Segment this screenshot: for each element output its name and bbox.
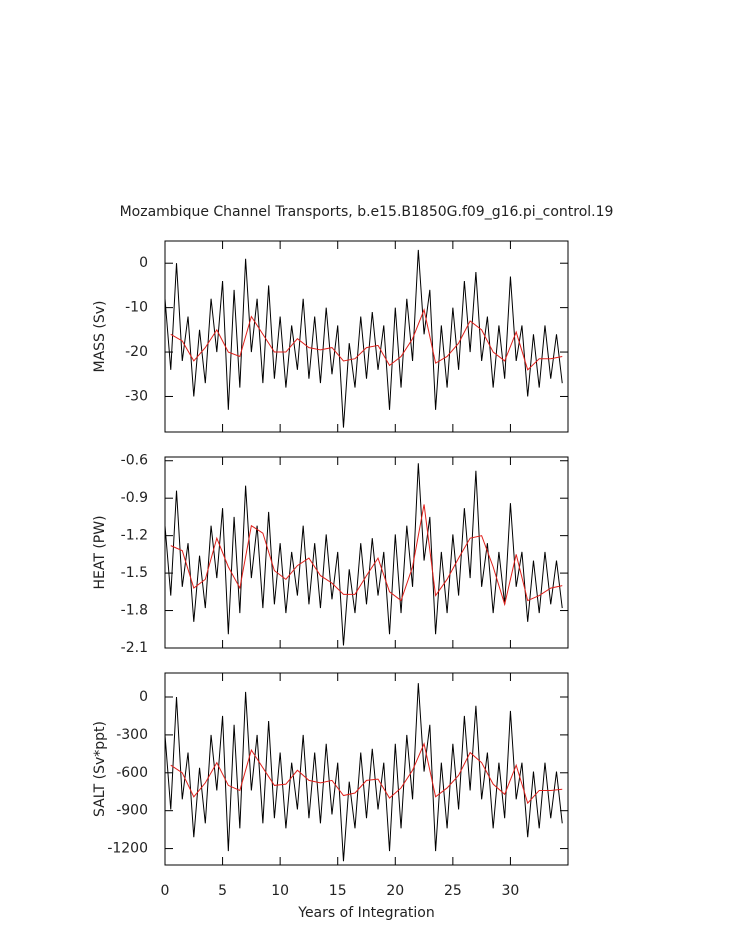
y-tick-label: -1.5 (121, 565, 148, 581)
data-line (170, 308, 563, 371)
x-tick-label: 5 (218, 883, 227, 899)
y-tick-label: -20 (125, 344, 148, 360)
x-axis-label: Years of Integration (297, 905, 434, 921)
x-tick-label: 20 (386, 883, 404, 899)
x-tick-label: 10 (271, 883, 289, 899)
data-line (170, 504, 563, 607)
x-tick-label: 25 (444, 883, 462, 899)
y-tick-label: -1.8 (121, 603, 148, 619)
x-tick-label: 0 (161, 883, 170, 899)
y-tick-label: -0.6 (121, 453, 148, 469)
y-tick-label: -1200 (107, 841, 148, 857)
y-tick-label: -2.1 (121, 640, 148, 656)
y-tick-label: -300 (116, 727, 148, 743)
x-tick-label: 30 (502, 883, 520, 899)
y-tick-label: -900 (116, 803, 148, 819)
data-line (164, 249, 563, 428)
y-axis-label: SALT (Sv*ppt) (92, 721, 108, 817)
y-axis-label: HEAT (PW) (92, 515, 108, 589)
y-tick-label: -10 (125, 300, 148, 316)
y-tick-label: 0 (139, 255, 148, 271)
y-tick-label: 0 (139, 689, 148, 705)
plot-frame (164, 456, 569, 649)
chart-title: Mozambique Channel Transports, b.e15.B18… (120, 204, 614, 220)
y-tick-label: -1.2 (121, 528, 148, 544)
data-line (170, 742, 563, 805)
data-line (164, 463, 563, 646)
plot-frame (164, 240, 569, 433)
plot-frame (164, 672, 569, 866)
y-tick-label: -600 (116, 765, 148, 781)
x-tick-label: 15 (329, 883, 347, 899)
y-tick-label: -0.9 (121, 490, 148, 506)
y-axis-label: MASS (Sv) (92, 301, 108, 373)
y-tick-label: -30 (125, 388, 148, 404)
data-line (164, 683, 563, 862)
